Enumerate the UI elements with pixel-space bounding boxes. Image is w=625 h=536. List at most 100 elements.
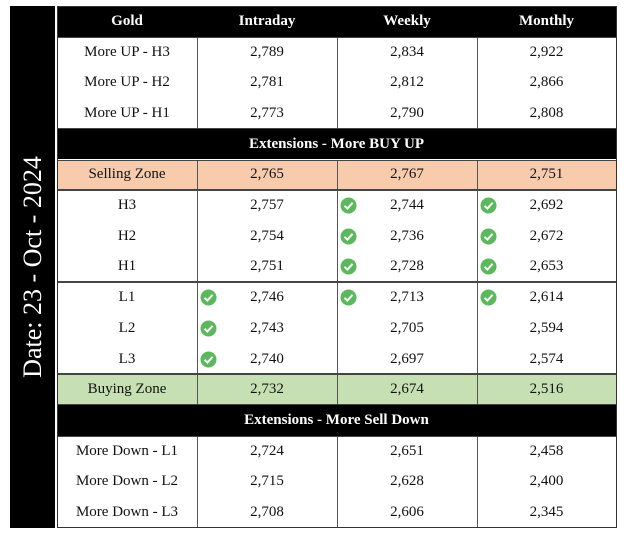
row-label: Selling Zone: [88, 166, 166, 183]
value-cell: 2,834: [390, 43, 424, 60]
value-cell: 2,715: [250, 473, 284, 490]
header-cell: Monthly: [477, 6, 616, 37]
row-line: [57, 373, 616, 375]
value-cell: 2,781: [250, 74, 284, 91]
value-cell: 2,628: [390, 473, 424, 490]
value-cell: 2,651: [390, 442, 424, 459]
column-line: [197, 36, 198, 129]
header-cell: Intraday: [197, 6, 337, 37]
value-cell: 2,708: [250, 504, 284, 521]
value-cell: 2,614: [529, 289, 564, 306]
header-cell: Weekly: [337, 6, 477, 37]
value-cell: 2,732: [250, 381, 284, 398]
value-cell: 2,773: [250, 104, 284, 121]
column-line: [337, 282, 338, 375]
check-icon: [200, 351, 217, 368]
section-heading: Extensions - More Sell Down: [57, 405, 616, 436]
value-cell: 2,713: [390, 289, 424, 306]
row-line: [57, 281, 616, 283]
row-label: H1: [117, 258, 137, 275]
row-label: More UP - H1: [84, 104, 170, 121]
value-cell: 2,751: [529, 166, 564, 183]
value-cell: 2,765: [250, 166, 284, 183]
column-line: [337, 36, 338, 129]
row-label: H3: [117, 197, 137, 214]
value-cell: 2,674: [390, 381, 424, 398]
row-label: L3: [118, 350, 136, 367]
value-cell: 2,757: [250, 197, 284, 214]
check-icon: [200, 289, 217, 306]
value-cell: 2,808: [529, 104, 564, 121]
value-cell: 2,790: [390, 104, 424, 121]
value-cell: 2,724: [250, 442, 284, 459]
value-cell: 2,345: [529, 504, 564, 521]
value-cell: 2,746: [250, 289, 284, 306]
column-line: [477, 435, 478, 528]
date-label: Date: 23 - Oct - 2024: [17, 156, 47, 378]
value-cell: 2,574: [529, 350, 564, 367]
row-line: [57, 435, 616, 437]
column-line: [337, 159, 338, 191]
row-label: More UP - H2: [84, 74, 170, 91]
check-icon: [480, 258, 497, 275]
column-line: [337, 190, 338, 283]
column-line: [197, 435, 198, 528]
check-icon: [200, 320, 217, 337]
value-cell: 2,516: [529, 381, 564, 398]
column-line: [337, 374, 338, 406]
row-label: More Down - L3: [75, 504, 179, 521]
row-label: H2: [117, 227, 137, 244]
row-line: [57, 36, 616, 38]
column-line: [197, 374, 198, 406]
section-heading: Extensions - More BUY UP: [57, 128, 616, 160]
value-cell: 2,606: [390, 504, 424, 521]
value-cell: 2,672: [529, 227, 564, 244]
column-line: [477, 282, 478, 375]
value-cell: 2,751: [250, 258, 284, 275]
row-line: [57, 404, 616, 406]
row-label: More Down - L1: [75, 442, 179, 459]
check-icon: [340, 197, 357, 214]
row-label: L2: [118, 319, 136, 336]
check-icon: [480, 289, 497, 306]
column-line: [477, 374, 478, 406]
check-icon: [340, 258, 357, 275]
value-cell: 2,736: [390, 227, 424, 244]
value-cell: 2,697: [390, 350, 424, 367]
column-line: [197, 159, 198, 191]
row-highlight: [57, 374, 616, 406]
value-cell: 2,754: [250, 227, 284, 244]
row-label: More UP - H3: [84, 43, 170, 60]
row-label: L1: [118, 289, 136, 306]
value-cell: 2,400: [529, 473, 564, 490]
value-cell: 2,789: [250, 43, 284, 60]
value-cell: 2,744: [390, 197, 424, 214]
column-line: [197, 282, 198, 375]
row-label: More Down - L2: [75, 473, 179, 490]
row-line: [57, 127, 616, 129]
column-line: [477, 36, 478, 129]
column-line: [197, 190, 198, 283]
value-cell: 2,740: [250, 350, 284, 367]
value-cell: 2,594: [529, 319, 564, 336]
row-highlight: [57, 159, 616, 191]
column-line: [477, 190, 478, 283]
value-cell: 2,866: [529, 74, 564, 91]
check-icon: [340, 289, 357, 306]
row-line: [57, 159, 616, 161]
value-cell: 2,705: [390, 319, 424, 336]
check-icon: [480, 228, 497, 245]
row-line: [57, 374, 616, 376]
row-label: Buying Zone: [87, 381, 167, 398]
row-line: [57, 189, 616, 191]
value-cell: 2,922: [529, 43, 564, 60]
table-border: [57, 6, 617, 528]
row-line: [57, 282, 616, 284]
value-cell: 2,458: [529, 442, 564, 459]
check-icon: [340, 228, 357, 245]
column-line: [337, 435, 338, 528]
value-cell: 2,692: [529, 197, 564, 214]
column-line: [477, 159, 478, 191]
side-bar: Date: 23 - Oct - 2024: [10, 6, 55, 528]
